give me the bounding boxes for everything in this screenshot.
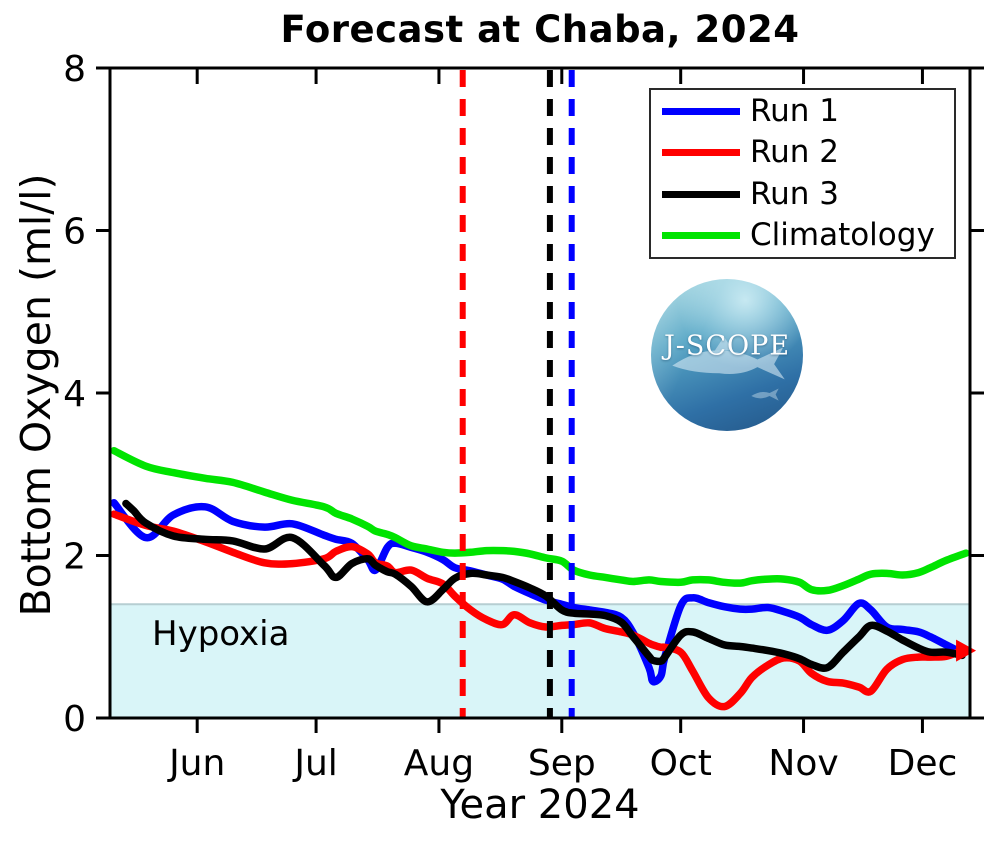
jscope-logo: J-SCOPE xyxy=(651,279,803,431)
legend-item-run-2: Run 2 xyxy=(651,133,954,173)
hypoxia-zone-label: Hypoxia xyxy=(152,614,290,654)
legend-item-climatology: Climatology xyxy=(651,216,954,256)
y-tick-label: 6 xyxy=(63,212,86,253)
logo-text: J-SCOPE xyxy=(663,330,791,362)
legend-label: Run 3 xyxy=(750,175,840,212)
x-tick-label: Sep xyxy=(528,743,596,784)
legend-label: Run 1 xyxy=(750,92,840,129)
series-climatology xyxy=(110,446,970,595)
legend-item-run-1: Run 1 xyxy=(651,91,954,131)
legend: Run 1 Run 2 Run 3 Climatology xyxy=(649,88,956,259)
y-tick-label: 4 xyxy=(63,374,86,415)
y-tick-label: 2 xyxy=(63,537,86,578)
x-tick-label: Nov xyxy=(768,743,838,784)
series-run-3 xyxy=(122,499,966,672)
fish-icon xyxy=(672,336,785,401)
legend-swatch xyxy=(662,149,740,157)
legend-label: Run 2 xyxy=(750,134,840,171)
legend-swatch xyxy=(662,190,740,198)
y-tick-label: 8 xyxy=(63,49,86,90)
chart-title: Forecast at Chaba, 2024 xyxy=(280,8,800,51)
x-tick-label: Aug xyxy=(404,743,474,784)
legend-item-run-3: Run 3 xyxy=(651,174,954,214)
legend-label: Climatology xyxy=(750,217,935,254)
forecast-arrow-icon xyxy=(956,639,977,662)
x-tick-label: Oct xyxy=(650,743,712,784)
x-axis-label: Year 2024 xyxy=(440,782,640,828)
x-tick-label: Jul xyxy=(292,743,337,784)
legend-swatch xyxy=(662,232,740,240)
y-tick-label: 0 xyxy=(63,699,86,740)
x-tick-label: Jun xyxy=(167,743,225,784)
series-run-2 xyxy=(110,510,966,711)
legend-swatch xyxy=(662,107,740,115)
y-axis-label: Bottom Oxygen (ml/l) xyxy=(12,173,60,617)
x-tick-label: Dec xyxy=(888,743,958,784)
